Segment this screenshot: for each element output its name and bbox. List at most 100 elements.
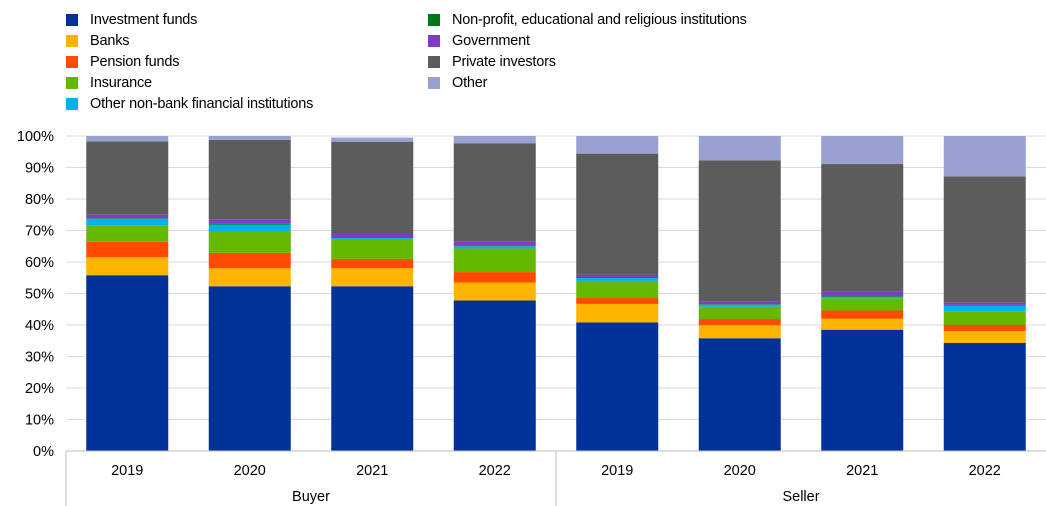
bar-segment-non-profit-educational-and-religious-institutions: [576, 277, 659, 279]
legend-swatch: [66, 77, 78, 89]
y-tick-label: 70%: [25, 224, 54, 240]
legend-item-banks: Banks: [66, 31, 130, 51]
x-tick-label: 2021: [846, 463, 878, 479]
bar-stack-buyer-2022: [453, 136, 536, 451]
legend-item-non-profit-educational-and-religious-institutions: Non-profit, educational and religious in…: [428, 10, 747, 30]
bar-segment-other: [208, 136, 291, 140]
bar-segment-banks: [698, 325, 781, 339]
y-tick-label: 10%: [25, 413, 54, 429]
legend-label: Government: [452, 33, 530, 49]
bar-segment-banks: [943, 330, 1026, 343]
bar-segment-private-investors: [576, 153, 659, 275]
y-tick-label: 80%: [25, 192, 54, 208]
bar-segment-pension-funds: [208, 252, 291, 269]
bar-segment-private-investors: [698, 160, 781, 302]
bar-segment-other-non-bank-financial-institutions: [208, 224, 291, 232]
y-tick-label: 90%: [25, 161, 54, 177]
legend-swatch: [428, 77, 440, 89]
legend-swatch: [66, 14, 78, 26]
bar-segment-insurance: [208, 231, 291, 253]
bar-segment-government: [821, 291, 904, 297]
bar-segment-insurance: [331, 239, 414, 259]
bar-segment-government: [576, 274, 659, 278]
bar-stack-seller-2020: [698, 136, 781, 451]
bar-segment-other: [698, 136, 781, 161]
legend-swatch: [428, 35, 440, 47]
bar-segment-other: [453, 136, 536, 144]
bar-segment-pension-funds: [821, 310, 904, 319]
bar-segment-other: [821, 136, 904, 165]
x-tick-label: 2020: [234, 463, 266, 479]
legend-label: Pension funds: [90, 54, 180, 70]
y-tick-label: 20%: [25, 381, 54, 397]
bar-segment-investment-funds: [453, 300, 536, 451]
bar-segment-other-non-bank-financial-institutions: [453, 246, 536, 249]
bar-segment-banks: [331, 268, 414, 287]
bar-segment-private-investors: [208, 139, 291, 220]
bar-segment-government: [453, 241, 536, 246]
legend-item-investment-funds: Investment funds: [66, 10, 197, 30]
y-axis: 0% 10% 20% 30% 40% 50% 60% 70% 80% 90% 100%: [17, 129, 54, 460]
bar-stack-buyer-2021: [331, 137, 414, 451]
bar-segment-government: [86, 214, 169, 219]
legend-swatch: [66, 56, 78, 68]
bar-segment-other-non-bank-financial-institutions: [576, 278, 659, 281]
bar-segment-private-investors: [453, 143, 536, 242]
bar-segment-non-profit-educational-and-religious-institutions: [698, 304, 781, 305]
x-axis-groups: Buyer Seller: [65, 451, 820, 506]
x-tick-label: 2021: [356, 463, 388, 479]
legend-item-pension-funds: Pension funds: [66, 52, 180, 72]
bar-segment-government: [698, 301, 781, 305]
bar-segment-private-investors: [943, 176, 1026, 303]
bar-segment-non-profit-educational-and-religious-institutions: [331, 237, 414, 239]
x-tick-label: 2020: [724, 463, 756, 479]
y-tick-label: 100%: [17, 129, 54, 145]
bar-segment-pension-funds: [576, 297, 659, 304]
bar-segment-banks: [86, 257, 169, 276]
bar-stack-seller-2021: [821, 136, 904, 451]
legend-label: Banks: [90, 33, 130, 49]
legend-label: Other non-bank financial institutions: [90, 96, 314, 112]
bar-stack-seller-2022: [943, 136, 1026, 451]
bar-segment-private-investors: [821, 164, 904, 292]
bars: [86, 136, 1026, 451]
group-label-seller: Seller: [782, 489, 819, 505]
bar-segment-other: [576, 136, 659, 154]
bar-segment-non-profit-educational-and-religious-institutions: [943, 304, 1026, 306]
bar-segment-investment-funds: [208, 286, 291, 451]
bar-stack-seller-2019: [576, 136, 659, 451]
legend-label: Insurance: [90, 75, 152, 91]
legend-label: Investment funds: [90, 12, 198, 28]
bar-segment-pension-funds: [453, 272, 536, 283]
bar-segment-other-non-bank-financial-institutions: [86, 218, 169, 226]
legend-swatch: [428, 56, 440, 68]
bar-stack-buyer-2020: [208, 136, 291, 451]
bar-segment-non-profit-educational-and-religious-institutions: [821, 296, 904, 297]
bar-segment-investment-funds: [698, 338, 781, 451]
legend-swatch: [66, 98, 78, 110]
bar-segment-government: [331, 233, 414, 238]
bar-segment-banks: [453, 282, 536, 301]
bar-segment-insurance: [576, 280, 659, 298]
bar-segment-government: [943, 302, 1026, 305]
bar-segment-investment-funds: [86, 275, 169, 451]
bar-segment-other-non-bank-financial-institutions: [698, 304, 781, 307]
bar-segment-non-profit-educational-and-religious-institutions: [208, 223, 291, 225]
bar-segment-pension-funds: [943, 325, 1026, 331]
bar-segment-non-profit-educational-and-religious-institutions: [453, 245, 536, 247]
bar-segment-non-profit-educational-and-religious-institutions: [86, 218, 169, 219]
bar-segment-pension-funds: [86, 241, 169, 258]
legend-swatch: [428, 14, 440, 26]
bar-segment-banks: [208, 268, 291, 287]
bar-segment-pension-funds: [698, 319, 781, 326]
bar-segment-government: [208, 219, 291, 224]
bar-segment-banks: [821, 318, 904, 330]
legend-item-government: Government: [428, 31, 530, 51]
bar-segment-insurance: [821, 298, 904, 311]
bar-segment-investment-funds: [331, 286, 414, 451]
legend-item-other-non-bank-financial-institutions: Other non-bank financial institutions: [66, 94, 313, 114]
legend-label: Non-profit, educational and religious in…: [452, 12, 747, 28]
bar-segment-insurance: [86, 225, 169, 242]
